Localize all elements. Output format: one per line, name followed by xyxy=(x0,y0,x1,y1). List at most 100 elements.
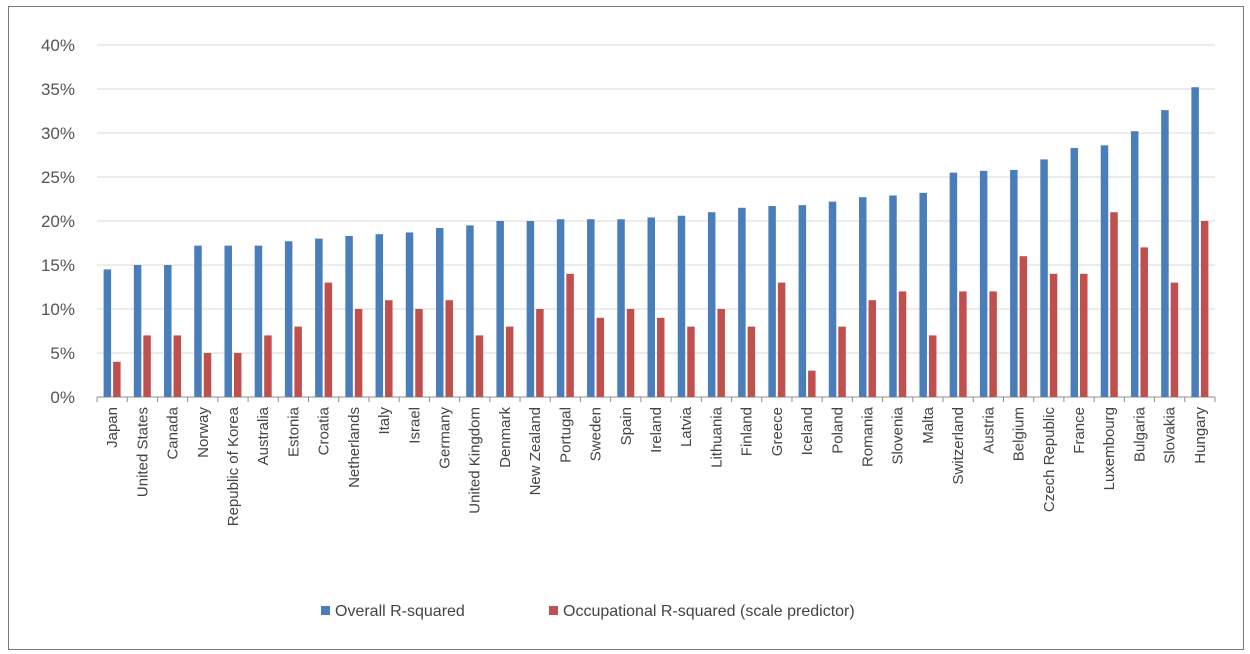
y-tick-label: 15% xyxy=(41,256,75,275)
y-tick-label: 40% xyxy=(41,36,75,55)
bar-occupational xyxy=(808,370,816,397)
bar-occupational xyxy=(536,309,544,397)
bar-overall xyxy=(768,206,776,397)
x-tick-label: Iceland xyxy=(799,407,816,455)
legend-label: Occupational R-squared (scale predictor) xyxy=(563,603,855,620)
y-tick-label: 30% xyxy=(41,124,75,143)
bar-overall xyxy=(798,205,807,397)
bar-overall xyxy=(1100,145,1109,397)
x-tick-label: Latvia xyxy=(678,406,695,447)
x-tick-label: Canada xyxy=(165,406,182,459)
bar-occupational xyxy=(475,335,484,397)
y-tick-label: 25% xyxy=(41,168,75,187)
bar-occupational xyxy=(838,326,846,397)
bars xyxy=(103,87,1209,398)
bar-occupational xyxy=(505,326,514,397)
y-tick-label: 35% xyxy=(41,80,75,99)
x-tick-label: Denmark xyxy=(497,407,514,468)
bar-overall xyxy=(677,215,686,397)
chart-frame: 0% 5% 10% 15% 20% 25% 30% 35% 40% Japan United St… xyxy=(8,6,1244,650)
bar-overall xyxy=(164,265,172,397)
y-tick-label: 10% xyxy=(41,300,75,319)
y-tick-label: 5% xyxy=(50,344,75,363)
x-tick-label: Belgium xyxy=(1011,407,1028,461)
x-tick-label: Italy xyxy=(376,407,393,435)
bar-occupational xyxy=(1080,273,1088,397)
bar-overall xyxy=(707,212,716,397)
x-tick-label: Australia xyxy=(255,406,272,465)
x-tick-label: Malta xyxy=(920,406,937,443)
x-tick-label: Greece xyxy=(769,407,786,456)
gridlines xyxy=(97,44,1215,398)
x-axis-ticks: Japan United States Canada Norway Republic o… xyxy=(96,397,1216,526)
bar-overall xyxy=(647,217,655,397)
bar-occupational xyxy=(445,300,453,397)
legend: Overall R-squared Occupational R-squared … xyxy=(321,603,855,620)
x-tick-label: Netherlands xyxy=(346,407,363,488)
bar-overall xyxy=(526,221,535,397)
x-tick-label: Czech Republic xyxy=(1041,407,1058,513)
bar-occupational xyxy=(959,291,967,397)
bar-occupational xyxy=(233,353,242,397)
y-tick-label: 20% xyxy=(41,212,75,231)
bar-overall xyxy=(1130,131,1139,397)
bar-occupational xyxy=(717,309,725,397)
bar-overall xyxy=(556,219,565,397)
bar-occupational xyxy=(113,361,121,397)
bar-occupational xyxy=(385,300,393,397)
bar-occupational xyxy=(596,317,605,397)
bar-overall xyxy=(1040,159,1048,397)
bar-occupational xyxy=(354,309,363,397)
bar-overall xyxy=(496,221,504,397)
bar-overall xyxy=(828,201,837,397)
bar-occupational xyxy=(294,326,302,397)
bar-occupational xyxy=(324,282,333,397)
bar-occupational xyxy=(143,335,151,397)
x-tick-label: Israel xyxy=(406,407,423,444)
bar-overall xyxy=(587,219,595,397)
bar-occupational xyxy=(1140,247,1148,397)
x-tick-label: Lithuania xyxy=(708,406,725,468)
bar-overall xyxy=(617,219,625,397)
legend-swatch xyxy=(549,606,558,615)
bar-overall xyxy=(345,235,353,397)
bar-occupational xyxy=(1049,273,1058,397)
bar-overall xyxy=(1161,110,1169,398)
x-tick-label: United Kingdom xyxy=(467,407,484,514)
x-tick-label: Sweden xyxy=(588,407,605,461)
bar-overall xyxy=(919,192,927,397)
bar-occupational xyxy=(415,309,423,397)
x-tick-label: Austria xyxy=(980,406,997,453)
bar-overall xyxy=(949,172,958,397)
bar-overall xyxy=(254,245,263,397)
bar-occupational xyxy=(868,300,877,397)
bar-occupational xyxy=(203,353,212,397)
x-tick-label: Portugal xyxy=(557,407,574,463)
bar-overall xyxy=(405,232,414,397)
x-tick-label: France xyxy=(1071,407,1088,454)
x-tick-label: Estonia xyxy=(285,406,302,457)
bar-occupational xyxy=(173,335,182,397)
bar-overall xyxy=(224,245,232,397)
bar-overall xyxy=(1070,147,1079,397)
bar-overall xyxy=(103,269,112,397)
bar-overall xyxy=(738,207,746,397)
bar-occupational xyxy=(1110,212,1118,397)
bar-overall xyxy=(466,225,474,397)
legend-swatch xyxy=(321,606,330,615)
bar-occupational xyxy=(777,282,786,397)
x-tick-label: Norway xyxy=(195,407,212,458)
legend-label: Overall R-squared xyxy=(335,603,465,620)
bar-overall xyxy=(1191,87,1199,398)
bar-overall xyxy=(435,228,444,397)
x-tick-label: Finland xyxy=(739,407,756,456)
x-tick-label: Slovakia xyxy=(1162,406,1179,463)
x-tick-label: Bulgaria xyxy=(1131,406,1148,462)
x-tick-label: Poland xyxy=(829,407,846,454)
bar-occupational xyxy=(928,335,937,397)
x-tick-label: United States xyxy=(134,407,151,497)
x-tick-label: Luxembourg xyxy=(1101,407,1118,490)
x-tick-label: Germany xyxy=(436,407,453,469)
bar-overall xyxy=(889,195,897,397)
bar-occupational xyxy=(989,291,997,397)
